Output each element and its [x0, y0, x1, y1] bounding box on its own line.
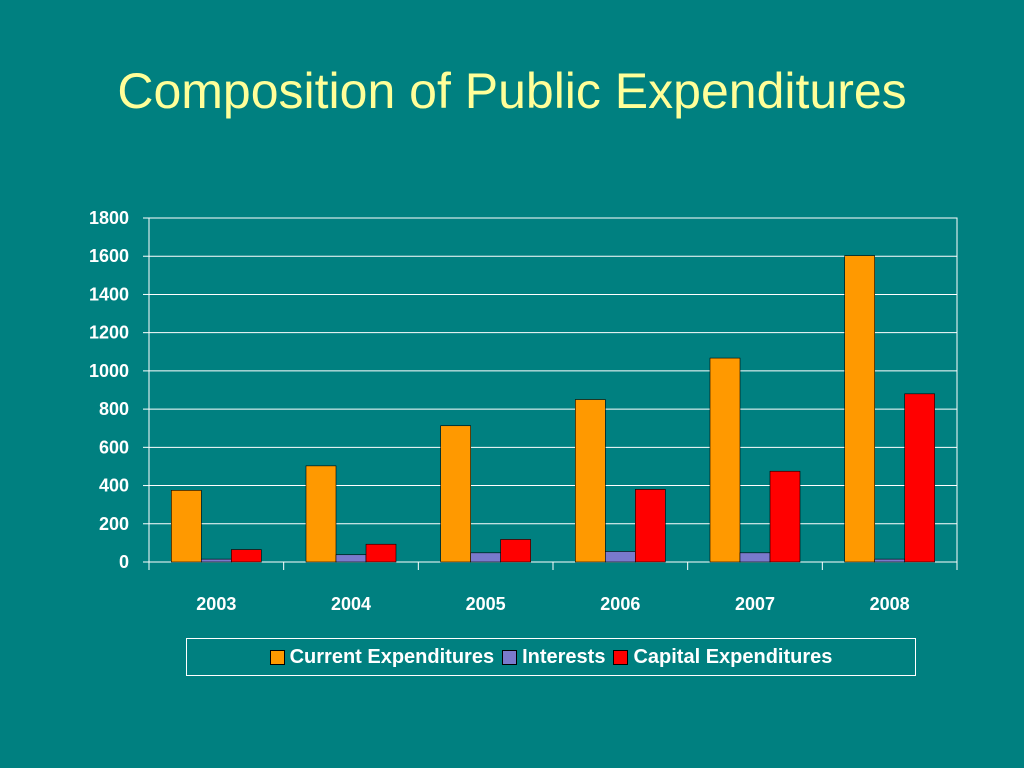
y-tick-label: 800 — [99, 399, 129, 419]
bar-interests-2006 — [605, 551, 636, 563]
bar-current-expenditures-2003 — [171, 490, 202, 563]
chart-legend: Current Expenditures Interests Capital Exp… — [186, 638, 916, 676]
legend-item: Interests — [502, 646, 605, 669]
bar-interests-2008 — [874, 558, 905, 563]
plot-area — [148, 217, 958, 563]
legend-item: Current Expenditures — [269, 645, 495, 669]
bar-current-expenditures-2007 — [709, 357, 741, 563]
legend-swatch — [269, 649, 285, 665]
y-tick-label: 0 — [119, 552, 129, 572]
bar-interests-2003 — [201, 558, 232, 563]
bar-current-expenditures-2004 — [305, 465, 337, 563]
x-tick-label: 2003 — [196, 594, 236, 614]
legend-swatch — [613, 649, 629, 665]
y-tick-label: 600 — [99, 437, 129, 457]
bar-capital-expenditures-2006 — [635, 489, 666, 563]
y-tick-label: 400 — [99, 476, 129, 496]
bar-current-expenditures-2008 — [844, 255, 875, 563]
x-tick-label: 2005 — [466, 594, 506, 614]
legend-swatch — [502, 649, 518, 665]
bar-capital-expenditures-2008 — [904, 393, 935, 563]
y-tick-label: 1200 — [89, 323, 129, 343]
bar-current-expenditures-2006 — [575, 399, 606, 563]
bar-interests-2005 — [470, 552, 501, 563]
bar-capital-expenditures-2007 — [769, 470, 801, 563]
x-tick-label: 2004 — [331, 594, 371, 614]
bar-capital-expenditures-2004 — [365, 543, 397, 563]
y-tick-label: 1000 — [89, 361, 129, 381]
x-tick-label: 2008 — [870, 594, 910, 614]
slide-title: Composition of Public Expenditures — [117, 63, 907, 119]
y-tick-label: 1400 — [89, 284, 129, 304]
x-tick-label: 2007 — [735, 594, 775, 614]
legend-label: Capital Expenditures — [633, 645, 833, 668]
legend-label: Interests — [522, 645, 606, 668]
y-tick-label: 200 — [99, 514, 129, 534]
bar-capital-expenditures-2005 — [500, 539, 531, 563]
bar-interests-2007 — [739, 552, 771, 563]
bar-current-expenditures-2005 — [440, 425, 471, 563]
bar-interests-2004 — [335, 554, 367, 563]
legend-label: Current Expenditures — [289, 645, 495, 668]
y-tick-label: 1600 — [89, 246, 129, 266]
x-tick-label: 2006 — [600, 594, 640, 614]
bar-capital-expenditures-2003 — [231, 549, 262, 563]
y-tick-label: 1800 — [89, 208, 129, 228]
legend-item: Capital Expenditures — [613, 646, 832, 669]
